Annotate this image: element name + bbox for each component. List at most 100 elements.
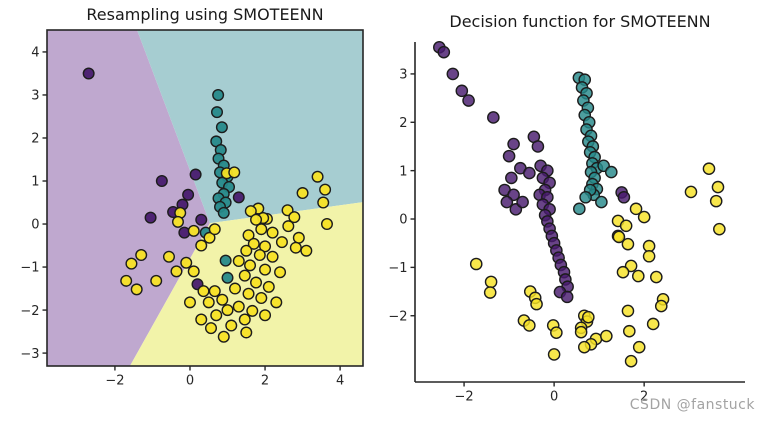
class-0-point <box>182 188 195 201</box>
class-1-point <box>579 190 592 204</box>
class-2-point <box>266 226 279 239</box>
y-tick-label: 4 <box>31 46 39 61</box>
class-2-point <box>135 249 148 262</box>
class-2-point <box>244 205 257 218</box>
class-2-point <box>289 241 302 254</box>
class-1-point <box>573 202 586 216</box>
class-2-point <box>259 263 272 276</box>
class-2-point <box>259 309 272 322</box>
class-2-point <box>646 317 660 331</box>
class-2-point <box>702 162 716 176</box>
class-1-point <box>219 254 232 267</box>
class-2-point <box>171 215 184 228</box>
class-2-point <box>650 270 663 284</box>
class-1-point <box>215 121 228 134</box>
class-2-point <box>616 265 630 279</box>
class-2-point <box>150 274 163 287</box>
class-2-point <box>711 180 725 194</box>
class-2-point <box>240 326 253 339</box>
class-0-point <box>189 168 202 181</box>
class-0-point <box>195 213 208 226</box>
class-0-point <box>446 67 460 81</box>
class-2-point <box>120 274 133 287</box>
class-1-point <box>221 271 234 284</box>
class-2-point <box>624 354 638 368</box>
class-0-point <box>82 67 95 80</box>
class-2-point <box>600 329 613 343</box>
y-tick-label: 2 <box>399 116 407 131</box>
class-0-point <box>462 94 475 107</box>
y-tick-label: 3 <box>399 68 407 83</box>
class-2-point <box>240 244 253 257</box>
y-tick-label: −2 <box>20 304 39 319</box>
class-2-point <box>275 236 288 249</box>
class-2-point <box>282 220 295 233</box>
class-2-point <box>574 325 588 339</box>
class-2-point <box>684 185 698 199</box>
class-0-point <box>232 191 245 204</box>
class-0-point <box>155 175 168 188</box>
y-tick-label: 1 <box>31 175 39 190</box>
class-2-point <box>270 296 283 309</box>
y-tick-label: 0 <box>399 213 407 228</box>
class-2-point <box>232 300 245 313</box>
class-2-point <box>483 286 497 299</box>
x-tick-label: 4 <box>336 374 344 389</box>
class-2-point <box>259 240 272 253</box>
class-2-point <box>205 322 218 335</box>
class-2-point <box>187 224 200 237</box>
class-2-point <box>469 257 483 271</box>
region-class-0 <box>47 30 210 366</box>
x-tick-label: −2 <box>454 390 473 405</box>
class-1-point <box>217 206 230 219</box>
class-2-point <box>632 340 646 354</box>
class-2-point <box>262 280 275 293</box>
class-2-point <box>244 259 257 272</box>
class-0-point <box>516 195 529 209</box>
class-2-point <box>180 256 193 269</box>
class-0-point <box>617 190 631 204</box>
class-2-point <box>203 231 216 244</box>
watermark: CSDN @fanstuck <box>630 397 755 413</box>
class-2-point <box>202 296 215 309</box>
class-2-point <box>296 187 309 200</box>
class-2-point <box>642 249 656 263</box>
right-plot-title: Decision function for SMOTEENN <box>449 12 711 31</box>
class-2-point <box>274 266 287 279</box>
class-0-point <box>502 149 516 163</box>
class-2-point <box>232 255 245 268</box>
class-2-point <box>195 313 208 326</box>
class-0-point <box>500 195 514 209</box>
class-2-point <box>292 231 305 244</box>
class-2-point <box>619 219 633 233</box>
class-2-point <box>577 340 591 354</box>
class-2-point <box>637 210 651 224</box>
class-2-point <box>225 319 238 332</box>
class-2-point <box>187 265 200 278</box>
region-class-2 <box>129 202 363 366</box>
y-tick-label: 3 <box>31 89 39 104</box>
x-tick-label: −2 <box>105 374 124 389</box>
plot-frame <box>46 29 364 367</box>
class-2-point <box>229 282 242 295</box>
class-0-point <box>507 137 520 151</box>
class-2-point <box>320 218 333 231</box>
class-0-point <box>144 211 157 224</box>
class-0-point <box>455 84 469 98</box>
class-2-point <box>255 292 268 305</box>
class-2-point <box>632 269 645 283</box>
class-2-point <box>170 265 183 278</box>
y-tick-label: 0 <box>31 218 39 233</box>
class-2-point <box>250 213 263 226</box>
class-2-point <box>217 330 230 343</box>
class-0-point <box>523 166 536 180</box>
class-2-point <box>130 283 143 296</box>
class-2-point <box>238 269 251 282</box>
y-tick-label: −1 <box>20 261 39 276</box>
class-2-point <box>253 249 266 262</box>
class-2-point <box>238 313 251 326</box>
class-2-point <box>255 223 268 236</box>
class-2-point <box>242 287 255 300</box>
y-tick-label: 1 <box>399 164 407 179</box>
